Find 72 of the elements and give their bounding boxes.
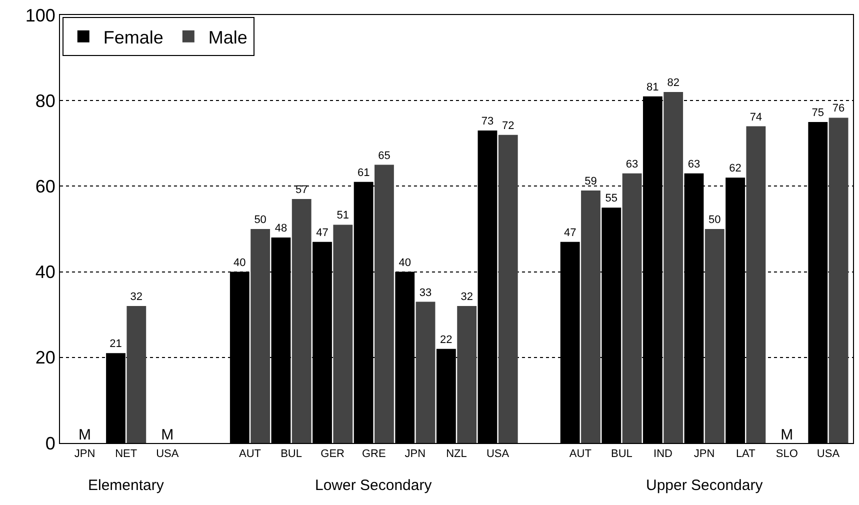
bar	[581, 190, 600, 443]
data-label: 47	[564, 226, 576, 239]
data-label: 75	[812, 107, 824, 119]
x-tick-label: AUT	[238, 448, 262, 460]
data-label: 50	[254, 214, 266, 226]
y-tick-label: 0	[45, 433, 56, 454]
data-label: 63	[688, 158, 700, 170]
x-tick-label: AUT	[569, 448, 592, 460]
data-label: 32	[130, 291, 143, 304]
bar	[622, 173, 642, 443]
bar	[828, 118, 848, 443]
text: M	[161, 426, 174, 444]
x-tick-label: NZL	[446, 448, 467, 460]
data-label: 55	[605, 192, 618, 205]
bar	[704, 229, 724, 443]
x-tick-label: BUL	[611, 448, 632, 460]
y-tick-label: 100	[25, 5, 56, 26]
bar	[292, 199, 312, 443]
text: Elementary	[88, 477, 164, 494]
y-tick-label: 20	[35, 348, 56, 368]
data-label: 62	[729, 162, 742, 175]
data-label: 33	[419, 286, 432, 299]
data-label: 51	[336, 210, 350, 222]
text: M	[78, 426, 92, 444]
x-tick-label: LAT	[736, 448, 756, 460]
data-label: 21	[110, 338, 122, 350]
data-label: 82	[667, 77, 680, 90]
bar	[333, 224, 353, 443]
bar	[126, 306, 146, 443]
data-label: 63	[626, 158, 638, 170]
bar	[250, 229, 270, 443]
x-tick-label: USA	[156, 448, 180, 460]
data-label: 59	[584, 175, 597, 188]
data-label: 81	[646, 81, 659, 94]
bar	[457, 306, 477, 443]
bar	[498, 134, 518, 443]
x-tick-label: JPN	[694, 448, 715, 460]
text: Upper Secondary	[646, 477, 764, 494]
data-label: 50	[708, 214, 721, 226]
y-tick-label: 60	[35, 176, 56, 196]
data-label: 32	[460, 291, 473, 304]
x-tick-label: USA	[816, 448, 840, 460]
bar	[374, 164, 394, 443]
legend-label: Male	[208, 27, 248, 48]
bar	[416, 302, 436, 443]
data-label: 65	[378, 150, 390, 162]
data-label: 48	[274, 222, 288, 235]
y-tick-label: 40	[35, 262, 56, 282]
data-label: 22	[440, 334, 452, 346]
legend-label: Female	[103, 27, 164, 48]
bar	[664, 92, 684, 443]
data-label: 74	[750, 111, 762, 124]
text: M	[780, 426, 794, 444]
bar	[746, 126, 766, 443]
x-tick-label: GER	[320, 448, 345, 460]
data-label: 47	[316, 226, 328, 239]
data-label: 40	[234, 256, 246, 269]
data-label: 72	[502, 120, 514, 132]
x-tick-label: USA	[486, 448, 510, 460]
text: Lower Secondary	[315, 477, 432, 494]
data-label: 76	[832, 102, 845, 115]
x-tick-label: SLO	[776, 448, 798, 460]
y-tick-label: 80	[35, 90, 56, 111]
data-label: 73	[481, 116, 494, 128]
x-tick-label: JPN	[404, 448, 426, 460]
x-tick-label: BUL	[280, 448, 302, 460]
data-label: 61	[357, 166, 370, 179]
x-tick-label: IND	[654, 448, 673, 460]
x-tick-label: JPN	[74, 448, 96, 460]
data-label: 40	[398, 256, 411, 269]
x-tick-label: GRE	[362, 448, 386, 460]
x-tick-label: NET	[115, 448, 138, 460]
